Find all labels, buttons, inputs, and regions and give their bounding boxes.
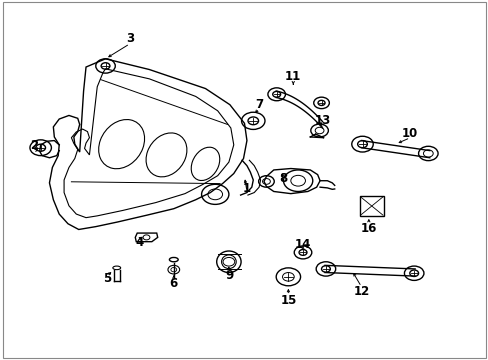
- Text: 14: 14: [294, 238, 310, 251]
- Text: 6: 6: [169, 278, 178, 291]
- Text: 3: 3: [125, 32, 134, 45]
- Text: 4: 4: [135, 236, 143, 249]
- Text: 13: 13: [314, 114, 330, 127]
- Text: 1: 1: [243, 183, 250, 195]
- Text: 7: 7: [255, 98, 263, 111]
- Text: 16: 16: [360, 222, 376, 235]
- Text: 5: 5: [102, 272, 111, 285]
- Text: 15: 15: [280, 294, 296, 307]
- Text: 10: 10: [401, 127, 418, 140]
- Text: 12: 12: [353, 285, 369, 298]
- Text: 8: 8: [279, 172, 287, 185]
- Text: 9: 9: [225, 269, 234, 282]
- Text: 11: 11: [285, 69, 301, 82]
- Text: 2: 2: [30, 139, 38, 152]
